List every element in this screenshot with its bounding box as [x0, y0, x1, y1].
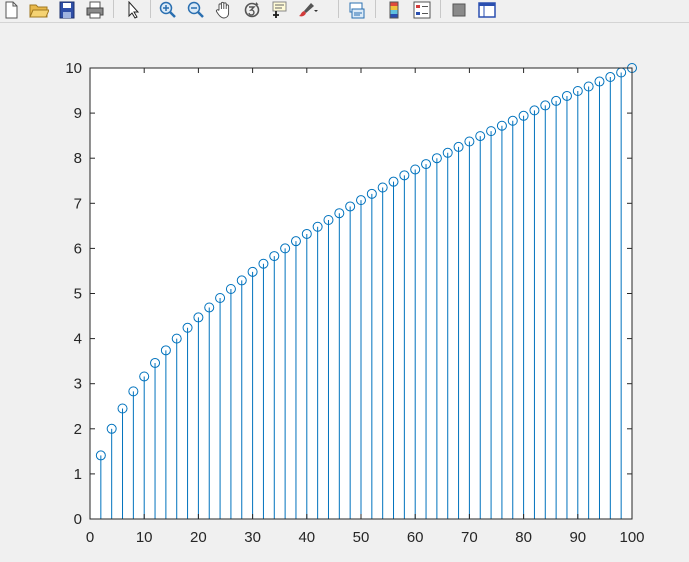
stem-marker — [334, 208, 345, 219]
save-icon[interactable] — [56, 0, 78, 19]
stem-marker — [323, 214, 334, 225]
stem-marker — [193, 312, 204, 323]
pan-hand-icon[interactable] — [213, 0, 235, 19]
stem-marker — [561, 90, 572, 101]
insert-colorbar-icon[interactable] — [383, 0, 405, 19]
stem-marker — [269, 251, 280, 262]
x-tick-label: 30 — [244, 529, 261, 546]
stem-marker — [583, 81, 594, 92]
y-tick-label: 0 — [74, 511, 82, 528]
y-tick-label: 1 — [74, 466, 82, 483]
stem-marker — [410, 164, 421, 175]
stem-marker — [464, 136, 475, 147]
y-tick-label: 7 — [74, 195, 82, 212]
stem-marker — [605, 72, 616, 83]
data-cursor-icon[interactable] — [269, 0, 291, 19]
show-plot-tools-icon[interactable] — [476, 0, 498, 19]
x-tick-label: 0 — [86, 529, 94, 546]
y-tick-label: 2 — [74, 421, 82, 438]
y-tick-label: 9 — [74, 105, 82, 122]
stem-marker — [128, 386, 139, 397]
link-plot-icon[interactable] — [346, 0, 368, 19]
y-tick-label: 8 — [74, 150, 82, 167]
stem-marker — [345, 201, 356, 212]
stem-marker — [529, 105, 540, 116]
y-tick-label: 10 — [65, 60, 82, 77]
stem-marker — [171, 333, 182, 344]
stem-marker — [594, 76, 605, 87]
figure-canvas: 0 10 20 30 40 50 60 70 80 90 100 0 1 2 3 4 5 6 7 8 9 10 — [0, 23, 689, 562]
stem-marker — [496, 120, 507, 131]
y-tick-label: 5 — [74, 286, 82, 303]
open-file-icon[interactable] — [28, 0, 50, 19]
x-tick-label: 70 — [461, 529, 478, 546]
x-tick-label: 90 — [569, 529, 586, 546]
axes-box — [89, 67, 633, 520]
stem-marker — [95, 450, 106, 461]
brush-icon[interactable] — [297, 0, 319, 19]
stem-marker — [475, 131, 486, 142]
y-tick-labels: 0 1 2 3 4 5 6 7 8 9 10 — [65, 60, 82, 528]
figure-toolbar — [0, 0, 689, 23]
stem-marker — [301, 228, 312, 239]
stem-marker — [540, 100, 551, 111]
insert-legend-icon[interactable] — [411, 0, 433, 19]
stem-marker — [215, 293, 226, 304]
stem-plot: 0 10 20 30 40 50 60 70 80 90 100 0 1 2 3 4 5 6 7 8 9 10 — [65, 60, 645, 546]
stem-marker — [225, 283, 236, 294]
x-tick-label: 80 — [515, 529, 532, 546]
x-tick-labels: 0 10 20 30 40 50 60 70 80 90 100 — [86, 529, 645, 546]
x-tick-label: 60 — [407, 529, 424, 546]
stem-marker — [290, 236, 301, 247]
print-icon[interactable] — [84, 0, 106, 19]
stem-marker — [572, 86, 583, 97]
stem-marker — [117, 403, 128, 414]
x-tick-label: 10 — [136, 529, 153, 546]
stem-marker — [453, 141, 464, 152]
x-tick-label: 40 — [298, 529, 315, 546]
y-tick-label: 6 — [74, 240, 82, 257]
stem-marker — [280, 243, 291, 254]
stem-marker — [106, 423, 117, 434]
x-tick-label: 20 — [190, 529, 207, 546]
stem-marker — [356, 195, 366, 206]
rotate-3d-icon[interactable] — [241, 0, 263, 19]
stem-marker — [388, 176, 399, 187]
hide-plot-tools-icon[interactable] — [448, 0, 470, 19]
stem-marker — [139, 371, 150, 382]
y-tick-label: 4 — [74, 331, 82, 348]
stem-marker — [312, 221, 323, 232]
stem-marker — [204, 302, 215, 313]
stem-marker — [258, 258, 269, 269]
stem-marker — [236, 275, 247, 286]
stem-marker — [150, 357, 161, 368]
stem-marker — [399, 170, 410, 181]
stem-marker — [182, 322, 193, 333]
stem-marker — [442, 147, 453, 158]
stem-marker — [486, 126, 497, 137]
zoom-out-icon[interactable] — [185, 0, 207, 19]
stem-marker — [160, 345, 171, 356]
edit-plot-arrow-icon[interactable] — [122, 0, 144, 19]
new-figure-icon[interactable] — [0, 0, 22, 19]
stem-marker — [431, 153, 442, 164]
stem-marker — [421, 159, 432, 170]
stem-marker — [518, 110, 529, 121]
y-tick-label: 3 — [74, 376, 82, 393]
x-tick-label: 100 — [619, 529, 644, 546]
stem-marker — [507, 115, 518, 126]
zoom-in-icon[interactable] — [157, 0, 179, 19]
stem-marker — [377, 182, 388, 193]
x-tick-label: 50 — [353, 529, 370, 546]
stem-marker — [551, 95, 562, 106]
stem-marker — [247, 266, 258, 277]
stem-marker — [366, 188, 377, 199]
